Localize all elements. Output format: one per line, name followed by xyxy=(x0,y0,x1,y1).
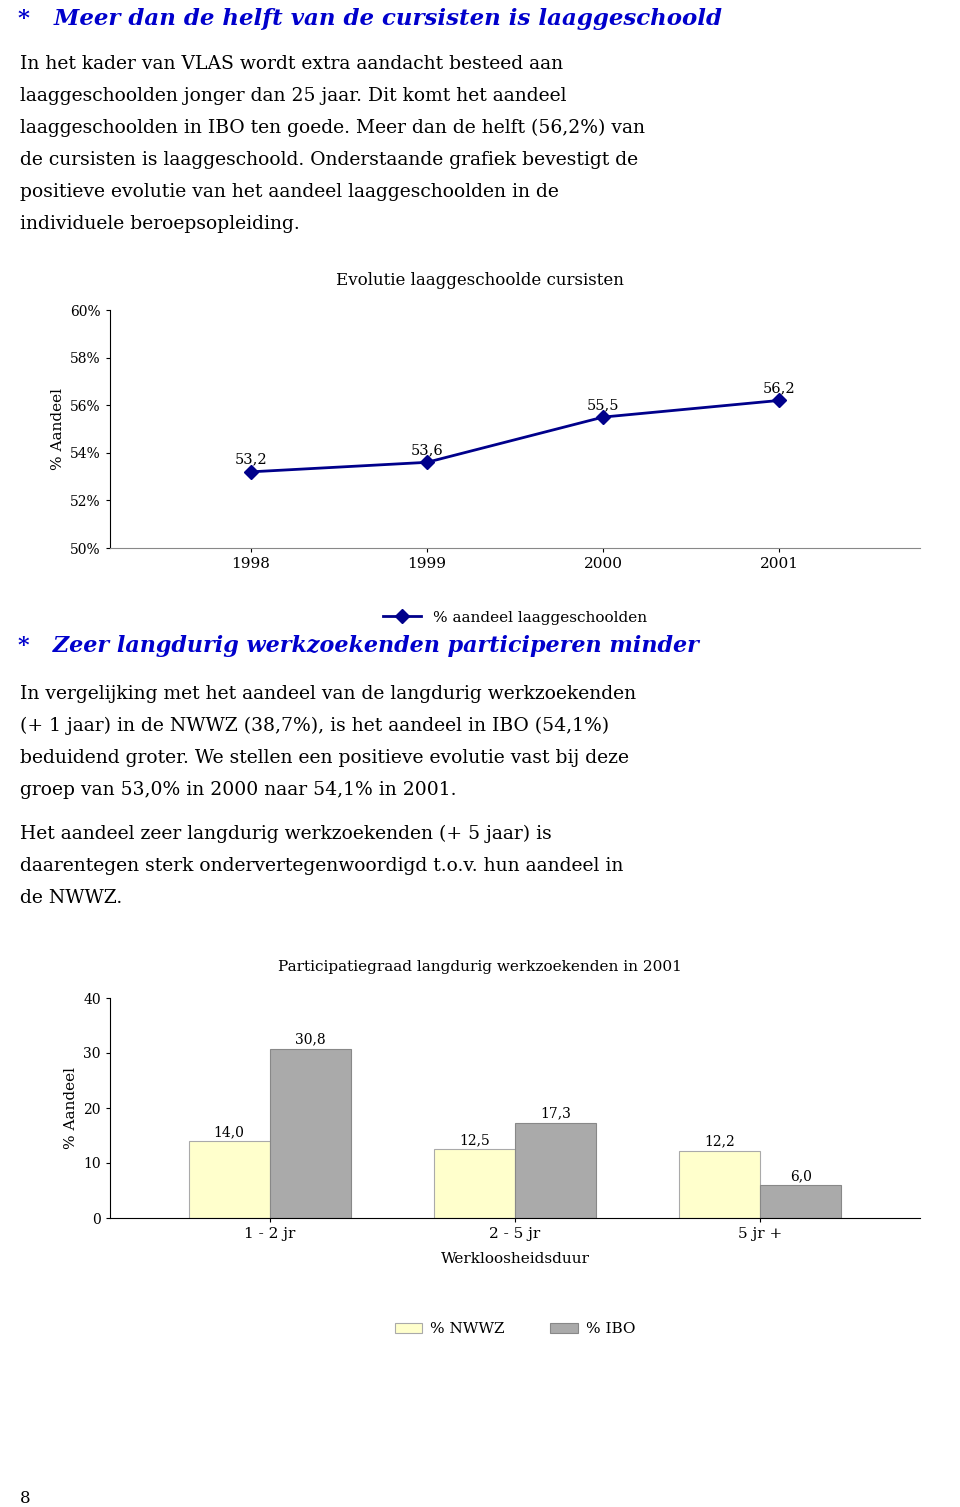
Text: individuele beroepsopleiding.: individuele beroepsopleiding. xyxy=(20,216,300,234)
Text: 14,0: 14,0 xyxy=(214,1124,245,1139)
Text: 8: 8 xyxy=(20,1490,31,1507)
X-axis label: Werkloosheidsduur: Werkloosheidsduur xyxy=(441,1252,589,1266)
Legend: % aandeel laaggeschoolden: % aandeel laaggeschoolden xyxy=(376,604,654,631)
Bar xyxy=(515,1123,596,1218)
Text: Het aandeel zeer langdurig werkzoekenden (+ 5 jaar) is: Het aandeel zeer langdurig werkzoekenden… xyxy=(20,824,552,844)
Text: 30,8: 30,8 xyxy=(295,1032,325,1046)
Bar xyxy=(188,1141,270,1218)
Bar xyxy=(270,1049,350,1218)
Text: 53,2: 53,2 xyxy=(234,452,267,467)
Text: positieve evolutie van het aandeel laaggeschoolden in de: positieve evolutie van het aandeel laagg… xyxy=(20,182,559,200)
Text: de cursisten is laaggeschoold. Onderstaande grafiek bevestigt de: de cursisten is laaggeschoold. Onderstaa… xyxy=(20,151,638,169)
Text: 56,2: 56,2 xyxy=(763,381,796,395)
Y-axis label: % Aandeel: % Aandeel xyxy=(63,1067,78,1148)
Y-axis label: % Aandeel: % Aandeel xyxy=(51,387,64,470)
Text: Participatiegraad langdurig werkzoekenden in 2001: Participatiegraad langdurig werkzoekende… xyxy=(278,960,682,974)
Text: *   Meer dan de helft van de cursisten is laaggeschoold: * Meer dan de helft van de cursisten is … xyxy=(18,8,722,30)
Text: In het kader van VLAS wordt extra aandacht besteed aan: In het kader van VLAS wordt extra aandac… xyxy=(20,54,564,72)
Bar xyxy=(434,1150,515,1218)
Text: Evolutie laaggeschoolde cursisten: Evolutie laaggeschoolde cursisten xyxy=(336,271,624,289)
Text: (+ 1 jaar) in de NWWZ (38,7%), is het aandeel in IBO (54,1%): (+ 1 jaar) in de NWWZ (38,7%), is het aa… xyxy=(20,717,610,735)
Text: laaggeschoolden jonger dan 25 jaar. Dit komt het aandeel: laaggeschoolden jonger dan 25 jaar. Dit … xyxy=(20,87,566,105)
Text: daarentegen sterk ondervertegenwoordigd t.o.v. hun aandeel in: daarentegen sterk ondervertegenwoordigd … xyxy=(20,857,623,876)
Text: 6,0: 6,0 xyxy=(790,1169,812,1183)
Text: beduidend groter. We stellen een positieve evolutie vast bij deze: beduidend groter. We stellen een positie… xyxy=(20,749,629,767)
Text: In vergelijking met het aandeel van de langdurig werkzoekenden: In vergelijking met het aandeel van de l… xyxy=(20,686,636,702)
Text: 53,6: 53,6 xyxy=(411,443,444,457)
Text: 55,5: 55,5 xyxy=(587,398,619,411)
Text: de NWWZ.: de NWWZ. xyxy=(20,889,122,907)
Text: groep van 53,0% in 2000 naar 54,1% in 2001.: groep van 53,0% in 2000 naar 54,1% in 20… xyxy=(20,781,457,799)
Bar xyxy=(760,1185,842,1218)
Text: 12,2: 12,2 xyxy=(705,1135,735,1148)
Text: laaggeschoolden in IBO ten goede. Meer dan de helft (56,2%) van: laaggeschoolden in IBO ten goede. Meer d… xyxy=(20,119,645,137)
Bar xyxy=(680,1151,760,1218)
Text: 17,3: 17,3 xyxy=(540,1106,571,1121)
Legend: % NWWZ, % IBO: % NWWZ, % IBO xyxy=(389,1316,641,1343)
Text: *   Zeer langdurig werkzoekenden participeren minder: * Zeer langdurig werkzoekenden participe… xyxy=(18,634,699,657)
Text: 12,5: 12,5 xyxy=(459,1133,490,1147)
